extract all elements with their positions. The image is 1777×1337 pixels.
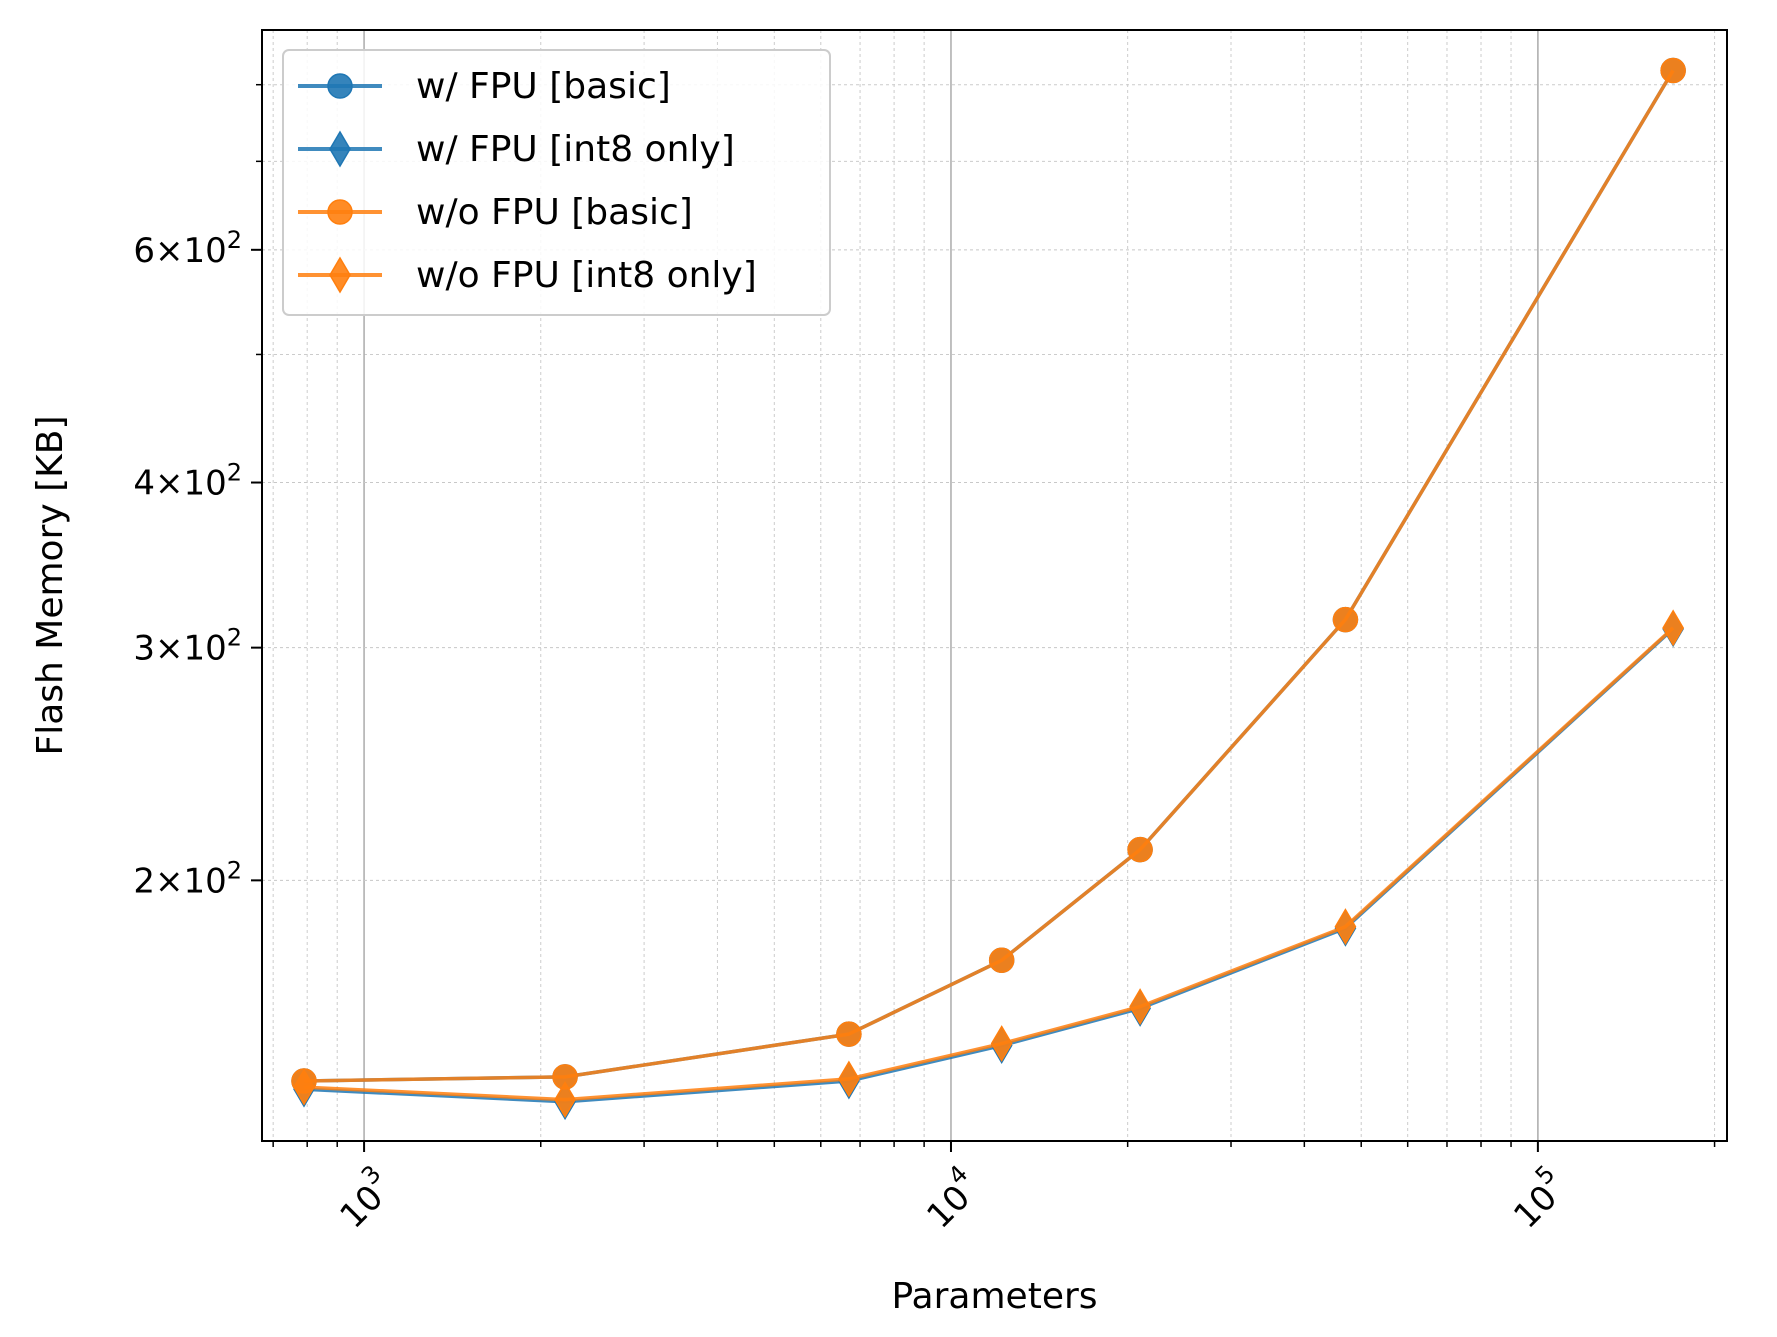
y-tick-label: 2×102 xyxy=(133,856,242,901)
data-point-diamond xyxy=(1662,609,1685,647)
y-tick-label: 4×102 xyxy=(133,459,242,504)
legend-entry-4: w/o FPU [int8 only] xyxy=(298,255,757,296)
legend-label: w/o FPU [int8 only] xyxy=(416,255,757,296)
data-point-circle xyxy=(1332,606,1359,633)
data-point-diamond xyxy=(293,1068,315,1106)
legend-label: w/o FPU [basic] xyxy=(416,192,693,233)
series-3 xyxy=(291,57,1686,1094)
y-tick-label: 6×102 xyxy=(133,226,242,271)
data-point-circle xyxy=(836,1021,862,1047)
y-axis-title: Flash Memory [KB] xyxy=(30,415,71,755)
legend-marker-diamond xyxy=(329,130,351,168)
legend-box xyxy=(282,49,831,316)
x-axis-title: Parameters xyxy=(891,1276,1097,1317)
legend-entry-2: w/ FPU [int8 only] xyxy=(298,129,735,170)
data-point-circle xyxy=(1660,57,1686,84)
y-axis: 2×102 3×102 4×102 6×102 xyxy=(133,83,262,901)
data-point-diamond xyxy=(990,1025,1013,1063)
series-layer xyxy=(291,57,1686,1121)
data-point-diamond xyxy=(1334,908,1357,946)
y-tick-label: 3×102 xyxy=(133,624,242,669)
data-point-diamond xyxy=(838,1060,860,1098)
axes-border xyxy=(261,29,1728,1142)
legend-label: w/ FPU [basic] xyxy=(416,66,671,107)
legend-marker-circle xyxy=(327,73,353,99)
data-point-diamond xyxy=(1129,988,1151,1026)
legend-marker-circle xyxy=(327,199,353,225)
data-point-diamond xyxy=(554,1081,576,1119)
minor-grid xyxy=(262,30,1727,1141)
data-point-circle xyxy=(988,947,1015,974)
legend-label: w/ FPU [int8 only] xyxy=(416,129,735,170)
legend-entry-1: w/ FPU [basic] xyxy=(298,66,671,107)
legend-marker-diamond xyxy=(329,256,351,294)
axes-frame xyxy=(261,29,1728,1142)
data-point-circle xyxy=(1127,836,1153,863)
legend-entry-3: w/o FPU [basic] xyxy=(298,192,693,233)
series-4 xyxy=(293,609,1685,1119)
legend: w/ FPU [basic] w/ FPU [int8 only] w/o FPU … xyxy=(282,49,831,316)
